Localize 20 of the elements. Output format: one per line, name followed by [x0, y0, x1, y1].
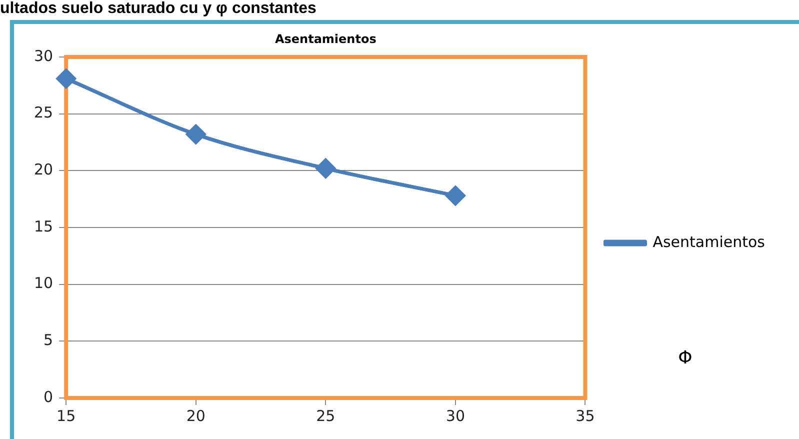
- y-tick-label: 0: [44, 388, 54, 406]
- y-tick-label: 30: [34, 46, 54, 65]
- chart-title: Asentamientos: [274, 32, 376, 46]
- x-tick-label: 30: [446, 406, 465, 425]
- x-tick-label: 15: [56, 406, 76, 425]
- y-tick-label: 20: [34, 160, 54, 179]
- y-tick-label: 15: [34, 217, 54, 236]
- point: [56, 68, 76, 88]
- legend-label: Asentamientos: [652, 232, 766, 251]
- text: ultados suelo saturado cu y φ constantes: [0, 0, 316, 18]
- point: [316, 158, 336, 178]
- text: Φ: [678, 348, 692, 369]
- x-tick-label: 20: [186, 406, 206, 425]
- y-tick-label: 5: [44, 331, 54, 350]
- y-tick-label: 25: [34, 104, 54, 122]
- x-tick-label: 25: [316, 406, 336, 425]
- point: [186, 124, 206, 144]
- y-tick-label: 10: [34, 274, 54, 292]
- x-tick-label: 35: [576, 406, 595, 425]
- point: [446, 186, 466, 206]
